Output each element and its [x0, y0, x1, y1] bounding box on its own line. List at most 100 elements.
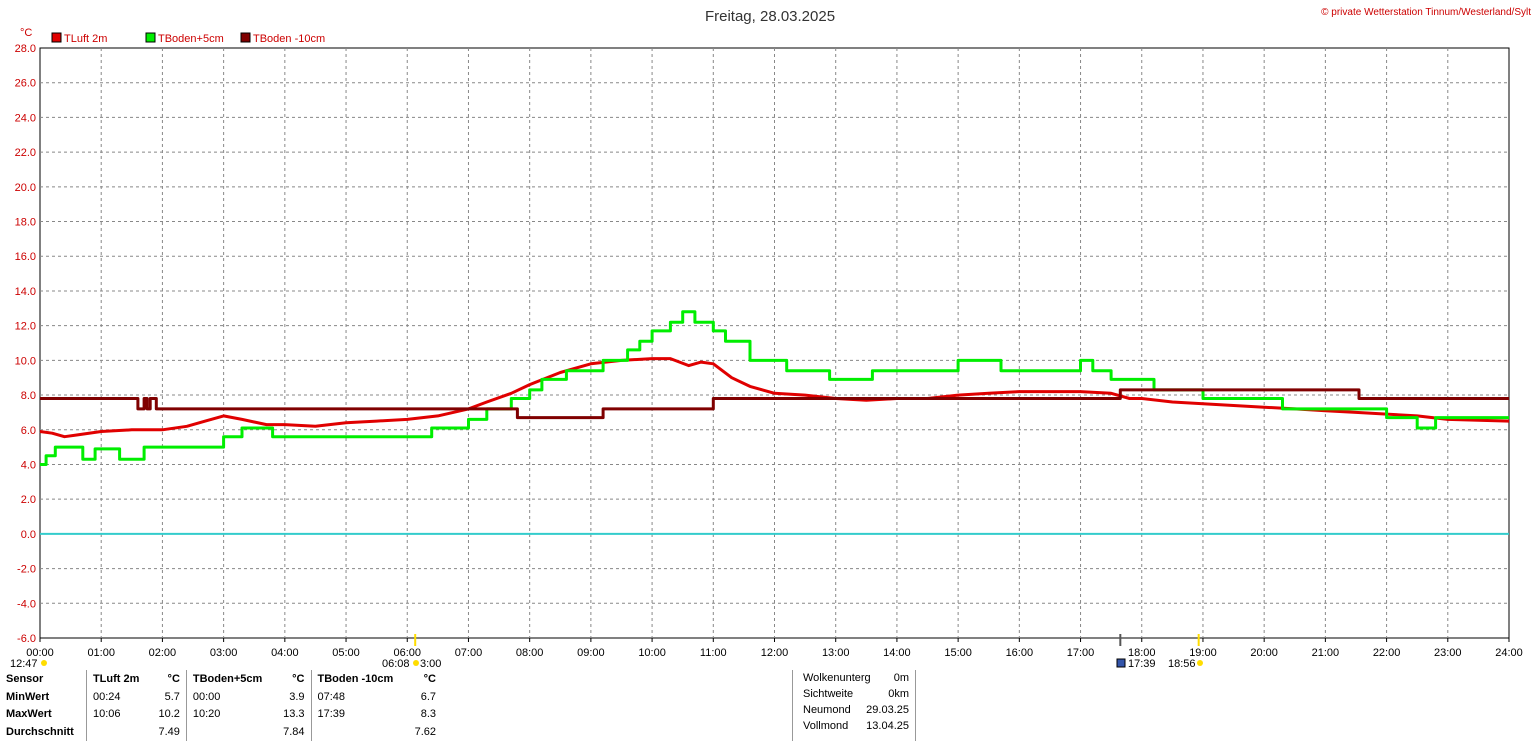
- stats-value: 7.49: [158, 726, 180, 739]
- stats-value: 13.3: [283, 708, 305, 721]
- y-tick-label: 28.0: [15, 43, 36, 55]
- stats-header-sensor: Sensor: [6, 672, 44, 685]
- info-label: Wolkenunterg: [803, 672, 871, 684]
- x-tick-label: 20:00: [1250, 647, 1278, 659]
- x-tick-label: 18:00: [1128, 647, 1156, 659]
- sun-icon: [413, 660, 419, 666]
- sun-markers: 12:47 06:08 3:00 17:39 18:56: [10, 634, 1203, 670]
- series-line-0: [39, 357, 1510, 439]
- x-tick-label: 14:00: [883, 647, 911, 659]
- x-tick-label: 13:00: [822, 647, 850, 659]
- x-tick-label: 23:00: [1434, 647, 1462, 659]
- stats-header-row: Sensor TLuft 2m °C TBoden+5cm °C TBoden …: [0, 670, 442, 688]
- temperature-chart: Freitag, 28.03.2025 © private Wetterstat…: [10, 7, 1531, 670]
- chart-title: Freitag, 28.03.2025: [705, 8, 835, 25]
- info-row-visibility: Sichtweite 0km: [793, 686, 915, 702]
- chart-grid: [39, 47, 1510, 639]
- x-tick-label: 16:00: [1006, 647, 1034, 659]
- stats-value: 3.9: [289, 690, 305, 703]
- x-tick-label: 03:00: [210, 647, 238, 659]
- y-tick-label: 22.0: [15, 147, 36, 159]
- legend-swatch: [51, 32, 62, 43]
- series-line-2: [40, 388, 1509, 420]
- stats-time: 10:06: [85, 705, 150, 724]
- info-label: Sichtweite: [803, 688, 854, 700]
- legend-label: TLuft 2m: [64, 33, 107, 45]
- x-tick-label: 00:00: [26, 647, 54, 659]
- y-tick-label: 26.0: [15, 78, 36, 90]
- x-tick-label: 07:00: [455, 647, 483, 659]
- stats-time: [185, 723, 275, 741]
- extra-info-panel: Wolkenunterg 0m Sichtweite 0km Neumond 29.0…: [792, 670, 916, 741]
- stats-header-t3: TBoden -10cm: [310, 670, 406, 688]
- stats-value: 8.3: [420, 708, 436, 721]
- stats-label: MinWert: [6, 690, 50, 703]
- x-tick-label: 24:00: [1495, 647, 1523, 659]
- x-tick-label: 19:00: [1189, 647, 1217, 659]
- x-tick-label: 01:00: [87, 647, 115, 659]
- legend-label: TBoden -10cm: [253, 33, 325, 45]
- x-axis-ticks: 00:00 01:00 02:00 03:00 04:00 05:00 06:00 07:00…: [26, 638, 1523, 659]
- y-tick-label: -2.0: [17, 564, 36, 576]
- stats-header-unit1: °C: [167, 672, 180, 685]
- legend-label: TBoden+5cm: [158, 33, 224, 45]
- stats-row-avg: Durchschnitt 7.49 7.84 7.62: [0, 723, 442, 741]
- info-value: 29.03.25: [866, 704, 909, 716]
- x-tick-label: 06:00: [393, 647, 421, 659]
- stats-time: [310, 723, 406, 741]
- legend-swatch: [145, 32, 156, 43]
- info-label: Neumond: [803, 704, 851, 716]
- stats-time: 00:24: [85, 687, 150, 706]
- sunrise-label: 06:08: [382, 658, 410, 670]
- x-tick-label: 08:00: [516, 647, 544, 659]
- chart-series: [39, 310, 1510, 466]
- x-tick-label: 21:00: [1312, 647, 1340, 659]
- moon-icon: [1116, 658, 1126, 668]
- y-tick-label: 16.0: [15, 251, 36, 263]
- info-row-newmoon: Neumond 29.03.25: [793, 702, 915, 718]
- stats-label: MaxWert: [6, 708, 52, 721]
- y-tick-label: 6.0: [21, 425, 36, 437]
- sun-icon: [41, 660, 47, 666]
- x-tick-label: 11:00: [700, 647, 727, 659]
- y-tick-label: 2.0: [21, 494, 36, 506]
- stats-time: 17:39: [310, 705, 406, 724]
- y-tick-label: 8.0: [21, 390, 36, 402]
- stats-time: 10:20: [185, 705, 275, 724]
- copyright-text: © private Wetterstation Tinnum/Westerlan…: [1321, 7, 1531, 18]
- info-label: Vollmond: [803, 720, 849, 732]
- x-tick-label: 09:00: [577, 647, 605, 659]
- left-marker-label: 12:47: [10, 658, 38, 670]
- x-tick-label: 12:00: [761, 647, 789, 659]
- x-tick-label: 15:00: [944, 647, 972, 659]
- info-value: 0km: [888, 688, 909, 700]
- legend-swatch: [240, 32, 251, 43]
- x-tick-label: 05:00: [332, 647, 360, 659]
- y-tick-label: 0.0: [21, 529, 36, 541]
- y-tick-label: 4.0: [21, 459, 36, 471]
- x-tick-label: 17:00: [1067, 647, 1095, 659]
- stats-header-t1: TLuft 2m: [85, 670, 150, 688]
- stats-label: Durchschnitt: [6, 726, 74, 739]
- y-tick-label: 24.0: [15, 112, 36, 124]
- y-tick-label: 20.0: [15, 182, 36, 194]
- stats-time: 07:48: [310, 687, 406, 706]
- stats-header-t2: TBoden+5cm: [185, 670, 275, 688]
- info-row-cloudbase: Wolkenunterg 0m: [793, 670, 915, 686]
- info-row-fullmoon: Vollmond 13.04.25: [793, 718, 915, 734]
- info-value: 13.04.25: [866, 720, 909, 732]
- sunrise2-label: 3:00: [420, 658, 441, 670]
- legend: TLuft 2m TBoden+5cm TBoden -10cm: [51, 32, 325, 45]
- stats-value: 10.2: [158, 708, 180, 721]
- y-tick-label: 12.0: [15, 321, 36, 333]
- stats-value: 5.7: [164, 690, 180, 703]
- y-unit-label: °C: [20, 27, 32, 39]
- y-tick-label: 18.0: [15, 217, 36, 229]
- x-tick-label: 02:00: [149, 647, 177, 659]
- x-tick-label: 22:00: [1373, 647, 1401, 659]
- stats-header-unit2: °C: [292, 672, 305, 685]
- stats-value: 7.62: [414, 726, 436, 739]
- y-tick-label: 14.0: [15, 286, 36, 298]
- stats-time: [85, 723, 150, 741]
- x-tick-label: 04:00: [271, 647, 299, 659]
